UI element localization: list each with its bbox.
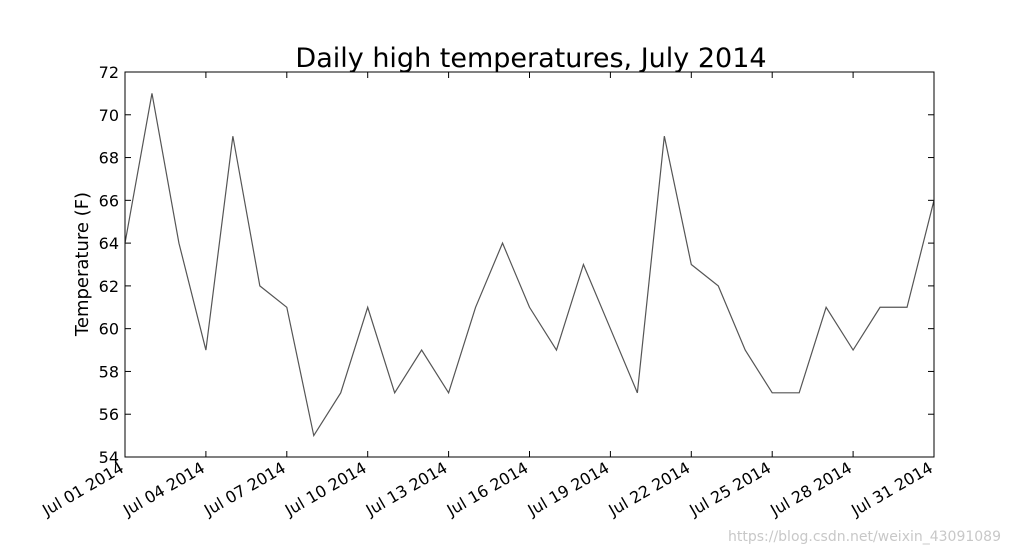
y-tick-label: 66 <box>99 191 119 210</box>
x-tick-label: Jul 01 2014 <box>38 458 127 520</box>
x-tick-label: Jul 10 2014 <box>281 458 370 520</box>
x-tick-label: Jul 07 2014 <box>200 458 289 520</box>
plot-frame <box>124 71 935 458</box>
x-tick-label: Jul 31 2014 <box>847 458 936 520</box>
y-tick-label: 58 <box>99 362 119 381</box>
series-group <box>124 93 935 438</box>
y-tick-label: 72 <box>99 63 119 82</box>
y-tick-label: 68 <box>99 149 119 168</box>
y-axis-label: Temperature (F) <box>72 192 93 337</box>
y-tick-label: 54 <box>99 448 119 467</box>
x-tick-label: Jul 19 2014 <box>524 458 613 520</box>
x-tick-label: Jul 13 2014 <box>362 458 451 520</box>
chart-title: Daily high temperatures, July 2014 <box>295 43 766 74</box>
x-tick-label: Jul 25 2014 <box>685 458 774 520</box>
y-tick-label: 60 <box>99 320 119 339</box>
x-tick-label: Jul 28 2014 <box>766 458 855 520</box>
x-tick-label: Jul 16 2014 <box>443 458 532 520</box>
watermark-text: https://blog.csdn.net/weixin_43091089 <box>727 529 1001 545</box>
y-tick-label: 64 <box>99 234 119 253</box>
y-tick-label: 70 <box>99 106 119 125</box>
y-tick-label: 62 <box>99 277 119 296</box>
x-tick-label: Jul 22 2014 <box>605 458 694 520</box>
y-tick-label: 56 <box>99 405 119 424</box>
x-tick-label: Jul 04 2014 <box>119 458 208 520</box>
temperature-series-line <box>124 93 935 438</box>
y-axis: 54 56 58 60 62 64 66 68 70 72 <box>99 63 934 467</box>
